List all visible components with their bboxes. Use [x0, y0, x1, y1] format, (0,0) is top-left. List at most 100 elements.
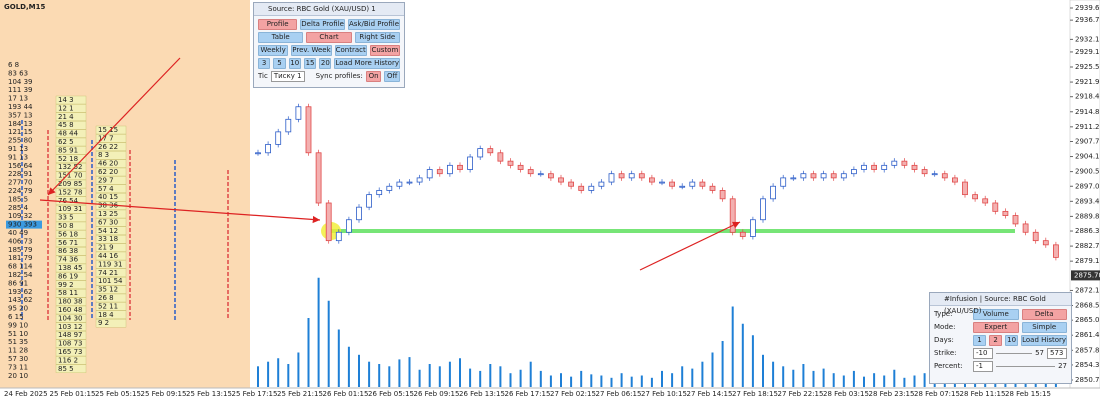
button[interactable]: 2 — [989, 334, 1003, 346]
current-price-label: 2875.70 — [1074, 271, 1100, 279]
setting-row: Days: 1 2 10 Load History — [934, 334, 1068, 346]
button[interactable]: Weekly — [258, 44, 289, 56]
footprint-cell — [95, 226, 127, 236]
candle-body — [608, 173, 615, 183]
footprint-value: 45 8 — [58, 121, 74, 129]
min-input[interactable]: -1 — [973, 360, 993, 372]
button[interactable]: 15 — [303, 57, 317, 69]
footprint-value: 119 31 — [98, 260, 123, 268]
footprint-cell — [55, 272, 87, 281]
button[interactable]: Expert — [973, 321, 1019, 333]
footprint-cell — [55, 104, 87, 113]
volume-bar — [610, 377, 613, 387]
button[interactable]: Custom — [369, 44, 401, 56]
footprint-value: 86 91 — [8, 279, 28, 287]
footprint-value: 193 44 — [8, 103, 33, 111]
candle-body — [861, 164, 867, 170]
time-label: 25 Feb 13:15 — [186, 390, 232, 398]
candle-body — [911, 164, 918, 170]
button[interactable]: Chart — [306, 31, 352, 43]
footprint-value: 21 4 — [58, 113, 74, 121]
footprint-value: 185 5 — [8, 195, 28, 203]
button[interactable]: Load History — [1021, 334, 1068, 346]
footprint-value: 15 15 — [98, 126, 118, 134]
footprint-cell — [55, 213, 87, 222]
button[interactable]: Ask/Bid Profile — [347, 18, 400, 30]
footprint-value: 73 11 — [8, 363, 28, 371]
volume-bar — [883, 375, 886, 387]
candle-body — [750, 219, 756, 237]
footprint-cell — [55, 246, 87, 256]
candle-body — [436, 169, 443, 175]
button[interactable]: Prev. Week — [291, 44, 332, 56]
slider[interactable] — [996, 352, 1033, 354]
candle-body — [851, 169, 857, 175]
footprint-value: 85 91 — [58, 146, 78, 154]
candle-body — [810, 173, 817, 179]
footprint-cell — [95, 234, 127, 244]
price-tick-label: 2911.20 — [1075, 123, 1100, 131]
footprint-value: 255 80 — [8, 137, 33, 145]
time-label: 26 Feb 17:15 — [505, 390, 551, 398]
price-tick-label: 2904.10 — [1075, 153, 1100, 161]
button[interactable]: Load More History — [334, 57, 400, 69]
button[interactable]: Simple — [1021, 321, 1067, 333]
footprint-value: 99 10 — [8, 321, 28, 329]
candle-body — [467, 156, 474, 170]
volume-bar — [590, 374, 593, 387]
max-input[interactable]: 573 — [1047, 347, 1067, 359]
slider[interactable] — [996, 365, 1056, 367]
footprint-cell — [55, 322, 87, 331]
time-label: 27 Feb 10:15 — [641, 390, 687, 398]
volume-bar — [479, 370, 482, 387]
volume-bar — [721, 341, 724, 387]
footprint-cell — [55, 263, 87, 273]
button[interactable]: Contract — [334, 44, 367, 56]
footprint-value: 6 8 — [8, 61, 19, 69]
footprint-cell — [55, 179, 87, 189]
button[interactable]: Delta Profile — [300, 18, 345, 30]
time-label: 27 Feb 14:15 — [687, 390, 733, 398]
button[interactable]: Off — [384, 70, 400, 82]
footprint-value: 108 73 — [58, 340, 83, 348]
time-label: 27 Feb 02:15 — [550, 390, 596, 398]
button[interactable]: 1 — [973, 334, 987, 346]
volume-bar — [832, 373, 835, 387]
footprint-cell — [55, 137, 87, 147]
price-tick-label: 2932.10 — [1075, 35, 1100, 43]
button[interactable]: On — [365, 70, 382, 82]
time-label: 28 Feb 11:15 — [960, 390, 1006, 398]
footprint-value: 62 5 — [58, 138, 74, 146]
button[interactable]: 20 — [319, 57, 332, 69]
footprint-cell — [55, 188, 87, 197]
footprint-value: 62 20 — [98, 168, 118, 176]
footprint-value: 13 25 — [98, 210, 118, 218]
footprint-cell — [95, 293, 127, 303]
setting-label: Strike: — [934, 349, 957, 357]
button[interactable]: 5 — [273, 57, 286, 69]
footprint-value: 11 28 — [8, 347, 28, 355]
button[interactable]: 10 — [288, 57, 301, 69]
footprint-value: 930 393 — [8, 221, 37, 229]
candle-body — [709, 185, 716, 191]
footprint-value: 14 3 — [58, 96, 74, 104]
footprint-value: 224 79 — [8, 187, 33, 195]
time-label: 27 Feb 22:15 — [778, 390, 824, 398]
footprint-cell — [55, 204, 87, 214]
button[interactable]: 10 — [1005, 334, 1019, 346]
button[interactable]: Volume — [973, 308, 1019, 320]
button[interactable]: Delta — [1021, 308, 1067, 320]
volume-bar — [661, 370, 663, 387]
button[interactable]: Table — [258, 31, 304, 43]
footprint-value: 156 64 — [8, 162, 33, 170]
button[interactable]: Profile — [258, 18, 298, 30]
volume-bar — [438, 366, 441, 387]
candle-body — [285, 118, 292, 133]
volume-bar — [408, 357, 411, 387]
min-input[interactable]: -10 — [973, 347, 993, 359]
button-row: Weekly Prev. Week Contract Custom — [258, 44, 401, 56]
button[interactable]: Right Side — [354, 31, 400, 43]
footprint-cell — [55, 112, 87, 122]
tick-input[interactable]: Тиску 1 — [270, 70, 305, 82]
button[interactable]: 3 — [258, 57, 271, 69]
